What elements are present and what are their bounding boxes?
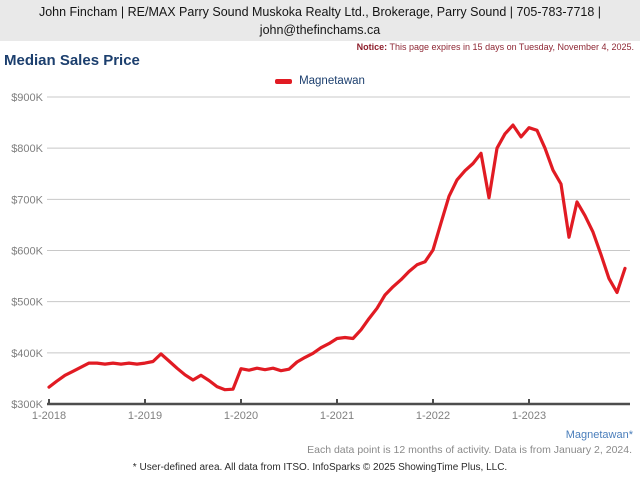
- x-axis-label: 1-2020: [224, 410, 258, 422]
- x-axis-label: 1-2019: [128, 410, 162, 422]
- notice-text: This page expires in 15 days on Tuesday,…: [387, 42, 635, 52]
- chart-legend: Magnetawan: [0, 74, 640, 88]
- realtor-header: John Fincham | RE/MAX Parry Sound Muskok…: [0, 0, 640, 41]
- x-axis-label: 1-2021: [320, 410, 354, 422]
- series-footnote-link[interactable]: Magnetawan*: [565, 429, 633, 441]
- x-axis-label: 1-2023: [512, 410, 546, 422]
- chart-line: [47, 123, 627, 392]
- expiry-notice: Notice: This page expires in 15 days on …: [357, 42, 634, 52]
- attribution: * User-defined area. All data from ITSO.…: [132, 462, 508, 473]
- x-axis-label: 1-2022: [416, 410, 450, 422]
- y-axis-label: $700K: [11, 194, 43, 206]
- data-note: Each data point is 12 months of activity…: [307, 444, 632, 456]
- notice-label: Notice:: [356, 42, 388, 52]
- realtor-header-line1: John Fincham | RE/MAX Parry Sound Muskok…: [38, 5, 602, 19]
- y-axis-label: $500K: [11, 297, 43, 309]
- legend-line-swatch-icon: [275, 78, 293, 84]
- y-axis-label: $300K: [11, 399, 43, 411]
- y-axis-label: $400K: [11, 348, 43, 360]
- x-axis-label: 1-2018: [32, 410, 66, 422]
- realtor-header-email: john@thefinchams.ca: [259, 23, 381, 37]
- y-axis-label: $800K: [11, 143, 43, 155]
- y-axis-label: $600K: [11, 246, 43, 258]
- legend-label: Magnetawan: [299, 75, 365, 87]
- y-axis-label: $900K: [11, 92, 43, 104]
- page-title: Median Sales Price: [4, 52, 140, 69]
